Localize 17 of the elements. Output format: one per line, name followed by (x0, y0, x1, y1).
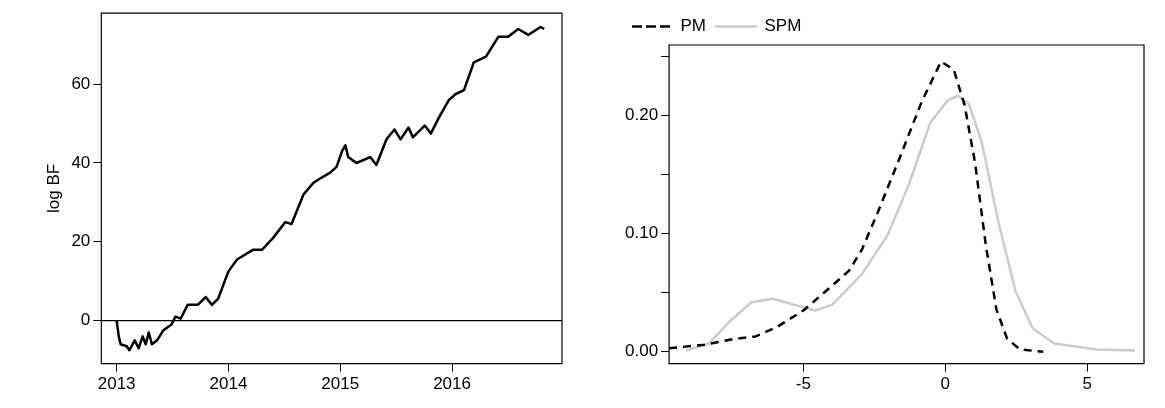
x-tick-label: 2013 (97, 374, 136, 394)
legend-label: SPM (764, 16, 802, 36)
x-tick-label: -5 (795, 374, 811, 394)
y-axis-title: log BF (43, 163, 63, 213)
legend-label: PM (680, 16, 706, 36)
y-tick-label: 0.00 (624, 341, 659, 361)
y-tick-label: 0.10 (624, 223, 659, 243)
y-tick-label: 40 (71, 152, 91, 172)
y-tick-label: 20 (71, 231, 91, 251)
y-tick-label: 0.20 (624, 105, 659, 125)
y-tick-label: 60 (71, 73, 91, 93)
x-tick-label: 2015 (321, 374, 360, 394)
y-tick-label: 0 (80, 310, 91, 330)
x-tick-label: 0 (940, 374, 951, 394)
x-tick-label: 5 (1082, 374, 1092, 394)
x-tick-label: 2014 (209, 374, 248, 394)
x-tick-label: 2016 (433, 374, 471, 394)
